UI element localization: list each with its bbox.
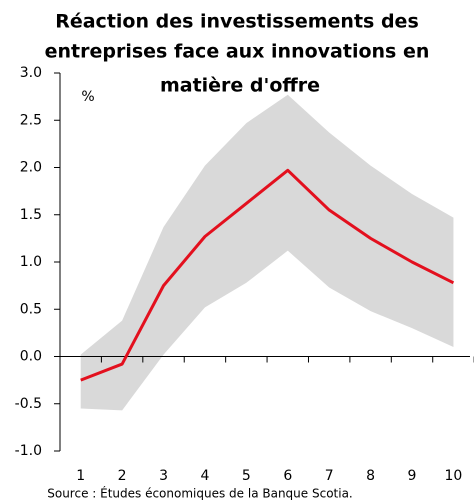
y-unit: %: [81, 89, 94, 105]
data-line: [80, 168, 455, 382]
chart-title: matière d'offre: [160, 75, 320, 97]
chart-title: Réaction des investissements des: [55, 11, 419, 33]
x-tick-label: 1: [76, 468, 85, 484]
y-tick-label: 3.0: [20, 65, 42, 81]
y-tick-label: 0.5: [20, 301, 42, 317]
x-tick-label: 3: [159, 468, 168, 484]
x-tick-label: 6: [283, 468, 292, 484]
chart-title: entreprises face aux innovations en: [45, 41, 430, 63]
x-tick-label: 10: [445, 468, 463, 484]
x-tick-label: 7: [325, 468, 334, 484]
y-tick-label: -1.0: [15, 443, 42, 459]
x-tick-label: 2: [118, 468, 127, 484]
x-tick-label: 4: [200, 468, 209, 484]
confidence-band: [80, 94, 454, 411]
source: Source : Études économiques de la Banque…: [47, 486, 353, 501]
y-tick-label: 1.5: [20, 207, 42, 223]
y-tick-label: 1.0: [20, 254, 42, 270]
y-tick-label: -0.5: [15, 396, 42, 412]
x-tick-label: 5: [242, 468, 251, 484]
y-tick-label: 2.5: [20, 112, 42, 128]
y-tick-label: 0.0: [20, 349, 42, 365]
x-tick-label: 8: [366, 468, 375, 484]
x-tick-label: 9: [408, 468, 417, 484]
y-tick-label: 2.0: [20, 160, 42, 176]
